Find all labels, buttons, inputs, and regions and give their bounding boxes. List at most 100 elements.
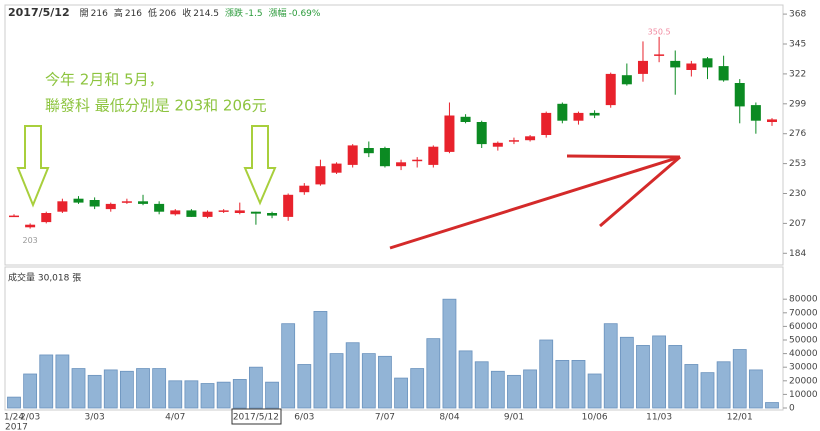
header-label: 低 [148,7,157,19]
volume-bar [523,369,537,409]
candle-body [637,60,648,74]
header-date: 2017/5/12 [8,6,70,19]
volume-bar [216,381,231,409]
volume-bar [458,350,473,409]
header-label: 漲跌 [225,8,243,19]
volume-bar [619,336,634,409]
y-tick-label: 0 [789,404,795,414]
candle-body [170,210,181,215]
x-tick-label: 6/03 [294,413,314,423]
trend-line [566,154,681,159]
x-tick-label: 4/07 [165,413,185,423]
candle-body [234,210,245,213]
candle-body [283,194,294,217]
y-tick-label: 276 [789,129,806,139]
candle-body [605,73,616,106]
header-label: 收 [182,7,191,19]
candle-body [492,142,503,147]
candle-body [428,146,439,165]
candle-body [573,112,584,121]
candle-body [363,148,374,154]
volume-bar [249,366,263,409]
x-tick-label: 1/24 [4,413,24,423]
volume-bar [136,368,150,409]
volume-bar [700,372,715,409]
volume-bar [297,364,312,409]
header-value: 214.5 [193,9,219,19]
candle-body [186,210,197,217]
y-tick-label: 184 [789,249,806,259]
volume-bar [329,353,344,409]
volume-bar [55,354,70,409]
volume-bar [507,374,521,409]
y-tick-label: 40000 [789,349,818,359]
volume-bar [103,369,118,409]
header-value: -1.5 [245,9,263,19]
candle-body [541,112,552,135]
y-tick-label: 368 [789,10,806,20]
candle-body [460,116,471,122]
volume-bar [555,359,570,409]
y-tick-label: 230 [789,189,806,199]
y-tick-label: 207 [789,219,806,229]
volume-bar [71,368,86,409]
volume-bar [539,339,554,409]
volume-bar [652,335,667,409]
candle-body [396,162,407,167]
volume-bar [7,396,21,409]
year-label: 2017 [5,423,28,431]
y-tick-label: 30000 [789,363,818,373]
candle-body [202,211,213,217]
volume-bar [410,368,425,409]
candle-body [670,60,681,68]
y-tick-label: 80000 [789,295,818,305]
volume-bar [587,373,602,409]
x-tick-label: 10/06 [582,413,608,423]
annotation: 聯發科 最低分別是 203和 206元 [45,97,267,115]
candle-body [138,201,149,204]
candle-body [767,119,777,122]
candle-body [476,122,487,145]
header-value: 216 [125,9,142,19]
volume-bar [636,345,650,409]
volume-bar [684,364,699,409]
y-tick-label: 70000 [789,308,818,318]
volume-bar [716,361,731,409]
volume-title: 成交量 30,018 張 [8,272,81,284]
y-tick-label: 253 [789,159,806,169]
x-tick-label: 9/01 [504,413,524,423]
volume-bar [668,345,683,409]
annotation: 今年 2月和 5月， [45,71,164,89]
x-tick-label: 3/03 [85,413,105,423]
y-tick-label: 20000 [789,376,818,386]
volume-bar [361,353,376,409]
candle-body [89,200,100,207]
volume-bar [571,359,586,409]
candle-body [589,112,600,116]
volume-bar [345,342,360,409]
candle-body [734,83,745,107]
volume-bar [200,383,215,409]
down-arrow [243,125,277,206]
volume-bar [232,379,247,409]
x-tick-label: 7/07 [375,413,395,423]
y-tick-label: 345 [789,40,806,50]
candle-body [686,63,697,70]
candle-body [508,140,519,142]
volume-bar [87,374,102,409]
candle-body [621,75,632,85]
volume-bar [490,370,505,409]
candle-body [444,115,455,152]
volume-bar [281,323,296,409]
candle-body [331,163,342,173]
candle-body [379,148,390,167]
volume-bar [732,349,747,409]
candle-body [702,58,713,68]
down-arrow [16,125,50,208]
x-tick-label: 8/04 [439,413,459,423]
header-label: 開 [80,8,89,19]
candle-body [557,103,568,121]
crosshair-date-box [231,408,282,425]
header-value: -0.69% [289,9,321,19]
